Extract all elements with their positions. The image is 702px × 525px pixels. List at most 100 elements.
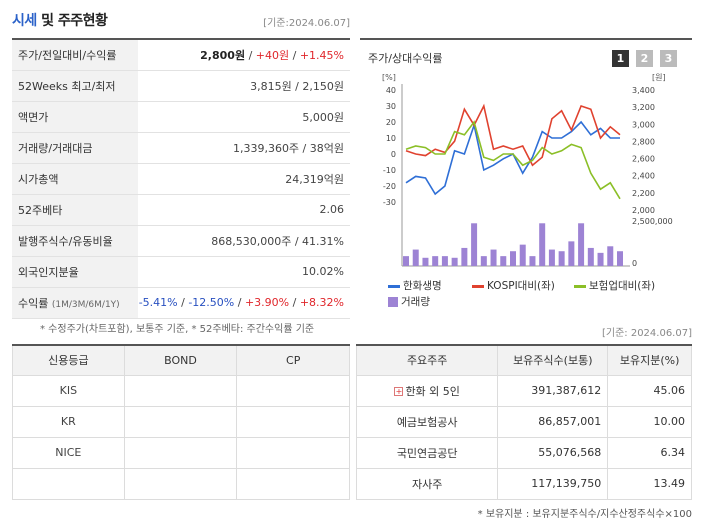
price-table: 주가/전일대비/수익률 2,800원 / +40원 / +1.45% 52Wee… [12, 38, 350, 319]
table-row: KIS [12, 374, 350, 407]
volume-swatch [388, 297, 398, 307]
pct-cell: 45.06 [607, 374, 692, 407]
table-row: 액면가 5,000원 [12, 101, 350, 133]
bond-cell [123, 374, 238, 407]
table-row [12, 467, 350, 500]
column-header: 보유주식수(보통) [497, 345, 609, 376]
volume-bar [422, 257, 429, 266]
row-value: 24,319억원 [138, 163, 350, 195]
right-unit-label: [원] [652, 73, 666, 82]
credit-rating-table: 신용등급 BOND CP KIS KR NICE [12, 344, 350, 500]
volume-tick-label: 2,500,000 [632, 217, 673, 226]
right-tick-label: 2,200 [632, 189, 655, 198]
row-value: -5.41% / -12.50% / +3.90% / +8.32% [138, 287, 350, 319]
chart-tab-1[interactable]: 1 [612, 50, 629, 67]
volume-bar [412, 249, 419, 266]
table-row: 외국인지분율 10.02% [12, 256, 350, 288]
volume-bar [578, 223, 585, 266]
chart-panel: 주가/상대수익률 1 2 3 [%] [원] 40 30 20 10 0 -10 -20 -3… [360, 38, 692, 316]
volume-bar [529, 256, 536, 266]
holder-name-cell: 예금보험공사 [355, 405, 499, 438]
column-header: 주요주주 [355, 345, 499, 376]
stock-chart: [%] [원] 40 30 20 10 0 -10 -20 -30 3,400 3,200 3,00… [382, 73, 673, 268]
section-title: 시세 및 주주현황 [12, 13, 108, 29]
left-tick-label: 0 [391, 150, 396, 159]
volume-bar [461, 247, 468, 266]
volume-bar [441, 256, 448, 266]
volume-bar [403, 256, 409, 266]
left-tick-label: 30 [386, 102, 396, 111]
volume-bar [548, 249, 555, 266]
bond-cell [123, 405, 238, 438]
bond-cell [123, 436, 238, 469]
chart-tab-2[interactable]: 2 [636, 50, 653, 67]
expand-plus-icon[interactable]: + [394, 387, 404, 396]
table-row: 거래량/거래대금 1,339,360주 / 38억원 [12, 132, 350, 164]
right-tick-label: 3,400 [632, 86, 655, 95]
row-value: 3,815원 / 2,150원 [138, 70, 350, 102]
row-value: 1,339,360주 / 38억원 [138, 132, 350, 164]
right-tick-label: 2,800 [632, 137, 655, 146]
table-header-row: 주요주주 보유주식수(보통) 보유지분(%) [355, 345, 692, 376]
agency-cell [12, 467, 125, 500]
agency-cell: KIS [12, 374, 125, 407]
legend-item-volume: 거래량 [388, 294, 430, 309]
cp-cell [236, 467, 350, 500]
volume-bar [607, 246, 614, 266]
row-label: 시가총액 [12, 163, 138, 195]
column-header: CP [236, 345, 350, 376]
row-value: 10.02% [138, 256, 350, 288]
volume-bar [480, 256, 487, 266]
shares-cell: 55,076,568 [497, 436, 609, 469]
shares-cell: 391,387,612 [497, 374, 609, 407]
cp-cell [236, 405, 350, 438]
volume-bar [500, 256, 507, 266]
volume-bar [587, 247, 594, 266]
table-row: + 한화 외 5인 391,387,612 45.06 [355, 374, 692, 407]
chart-title: 주가/상대수익률 [368, 52, 443, 65]
shareholder-table: 주요주주 보유주식수(보통) 보유지분(%) + 한화 외 5인 391,387,… [355, 344, 692, 500]
volume-bar [471, 223, 478, 266]
chart-tab-3[interactable]: 3 [660, 50, 677, 67]
section-header: 시세 및 주주현황 [기준:2024.06.07] [12, 8, 350, 32]
series-swatch [388, 284, 400, 288]
legend-item-kospi: KOSPI대비(좌) [472, 278, 555, 293]
volume-tick-label: 0 [632, 259, 637, 268]
cp-cell [236, 374, 350, 407]
row-label: 52주베타 [12, 194, 138, 226]
volume-bar [519, 244, 526, 266]
series-line-2 [405, 103, 621, 167]
series-line-3 [405, 120, 621, 200]
agency-cell: NICE [12, 436, 125, 469]
left-tick-label: 10 [386, 134, 396, 143]
left-tick-label: -20 [383, 182, 396, 191]
shares-cell: 86,857,001 [497, 405, 609, 438]
series-swatch [472, 284, 484, 288]
series-swatch [574, 284, 586, 288]
legend-item-company: 한화생명 [388, 278, 442, 293]
volume-bar [558, 251, 565, 266]
row-value: 2,800원 / +40원 / +1.45% [138, 39, 350, 71]
series-line-1 [405, 120, 620, 196]
volume-bar [568, 241, 575, 266]
right-tick-label: 3,200 [632, 103, 655, 112]
table-row: 국민연금공단 55,076,568 6.34 [355, 436, 692, 469]
volume-bar [432, 256, 439, 266]
table-row: 52Weeks 최고/최저 3,815원 / 2,150원 [12, 70, 350, 102]
left-unit-label: [%] [382, 73, 396, 82]
shareholder-footnote: * 보유지분 : 보유지분주식수/지수산정주식수×100 [477, 509, 692, 520]
agency-cell: KR [12, 405, 125, 438]
left-tick-label: 20 [386, 118, 396, 127]
table-row: 자사주 117,139,750 13.49 [355, 467, 692, 500]
row-label: 발행주식수/유동비율 [12, 225, 138, 257]
volume-bar [451, 257, 458, 266]
holder-name-cell: 자사주 [355, 467, 499, 500]
volume-bar [597, 252, 604, 266]
table-row: KR [12, 405, 350, 438]
reference-date: [기준:2024.06.07] [263, 18, 350, 29]
reference-date-2: [기준: 2024.06.07] [601, 328, 692, 339]
table-row: 발행주식수/유동비율 868,530,000주 / 41.31% [12, 225, 350, 257]
row-label: 외국인지분율 [12, 256, 138, 288]
right-tick-label: 3,000 [632, 120, 655, 129]
bond-cell [123, 467, 238, 500]
